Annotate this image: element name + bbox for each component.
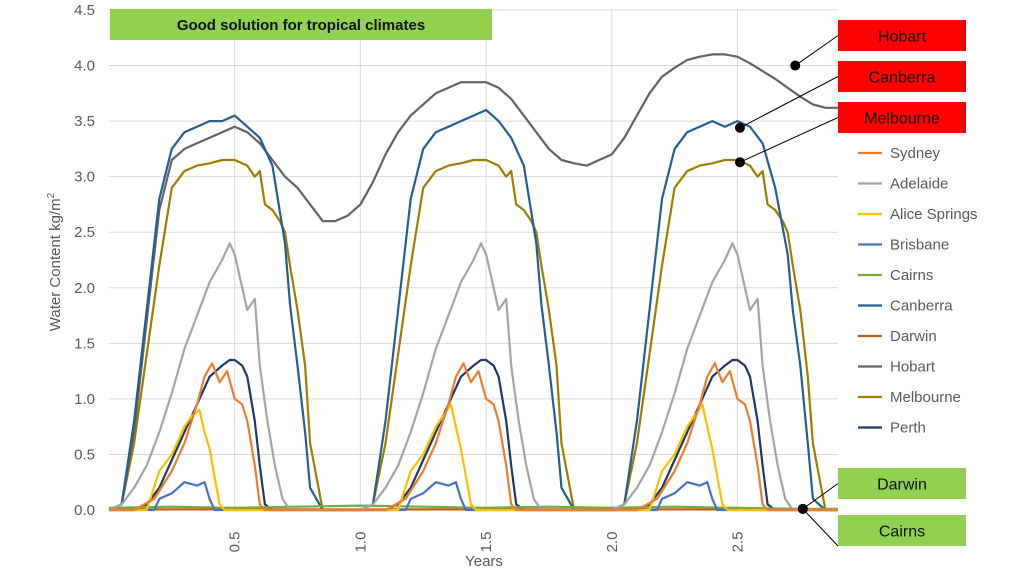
x-axis-label: Years (465, 553, 503, 570)
annotation-box (838, 468, 966, 499)
annotation-leader (802, 508, 839, 547)
series-line-sydney (109, 362, 838, 512)
y-axis-ticks: 0.0 0.5 1.0 1.5 2.0 2.5 3.0 3.5 4.0 4.5 (74, 2, 95, 519)
annotation-label: Melbourne (864, 111, 940, 128)
series-line-melbourne (108, 158, 838, 512)
series-line-cairns (108, 504, 838, 510)
series-line-canberra (108, 108, 838, 512)
y-tick-label: 3.0 (74, 169, 95, 186)
annotation-label: Cairns (879, 524, 925, 541)
annotation-label: Hobart (878, 29, 927, 46)
y-tick-label: 2.5 (74, 224, 95, 241)
series-line-perth (109, 358, 838, 512)
annotation-marker (790, 60, 801, 71)
legend-label: Alice Springs (890, 206, 978, 223)
annotation-box (838, 102, 966, 133)
x-tick-label: 1.0 (352, 532, 369, 553)
legend-label: Melbourne (890, 389, 961, 406)
chart-grid (109, 9, 838, 511)
y-tick-label: 2.0 (74, 280, 95, 297)
y-axis-label: Water Content kg/m2 (46, 192, 64, 331)
annotation-leader (739, 76, 839, 129)
series-line-alice-springs (109, 403, 838, 512)
annotation-box (838, 61, 966, 92)
legend-label: Darwin (890, 328, 937, 345)
y-tick-label: 0.5 (74, 446, 95, 463)
annotation-marker (797, 503, 808, 514)
series-line-hobart (108, 53, 838, 512)
y-tick-label: 1.5 (74, 335, 95, 352)
annotation-marker (734, 122, 745, 133)
series-line-brisbane (109, 481, 838, 512)
chart-title: Good solution for tropical climates (177, 17, 425, 34)
annotation-leader (739, 117, 839, 163)
annotation-label: Darwin (877, 477, 927, 494)
y-tick-label: 4.5 (74, 2, 95, 19)
annotation-box (838, 515, 966, 546)
legend-label: Perth (890, 420, 926, 437)
chart-legend: Sydney Adelaide Alice Springs Brisbane Cairn… (858, 145, 978, 437)
y-tick-label: 4.0 (74, 58, 95, 75)
y-axis-label-superscript: 2 (46, 192, 57, 198)
y-tick-label: 0.0 (74, 502, 95, 519)
annotation-leader (802, 483, 839, 510)
x-tick-label: 2.5 (729, 532, 746, 553)
annotation-marker (734, 157, 745, 168)
chart-annotations: Hobart Canberra Melbourne Darwin Cairns (734, 20, 966, 547)
legend-label: Cairns (890, 267, 933, 284)
series-line-adelaide (108, 242, 838, 512)
legend-label: Sydney (890, 145, 941, 162)
x-axis-ticks: 0.5 1.0 1.5 2.0 2.5 (227, 532, 747, 553)
annotation-label: Canberra (869, 70, 936, 87)
x-tick-label: 0.5 (227, 532, 244, 553)
chart-title-banner (110, 9, 492, 40)
chart-series-lines (108, 53, 838, 512)
legend-label: Hobart (890, 359, 936, 376)
y-tick-label: 1.0 (74, 391, 95, 408)
annotation-leader (794, 35, 839, 66)
annotation-box (838, 20, 966, 51)
legend-label: Canberra (890, 298, 953, 315)
legend-label: Brisbane (890, 237, 949, 254)
x-tick-label: 1.5 (478, 532, 495, 553)
y-tick-label: 3.5 (74, 113, 95, 130)
y-axis-label-text: Water Content kg/m (47, 198, 64, 331)
x-tick-label: 2.0 (604, 532, 621, 553)
legend-label: Adelaide (890, 176, 948, 193)
